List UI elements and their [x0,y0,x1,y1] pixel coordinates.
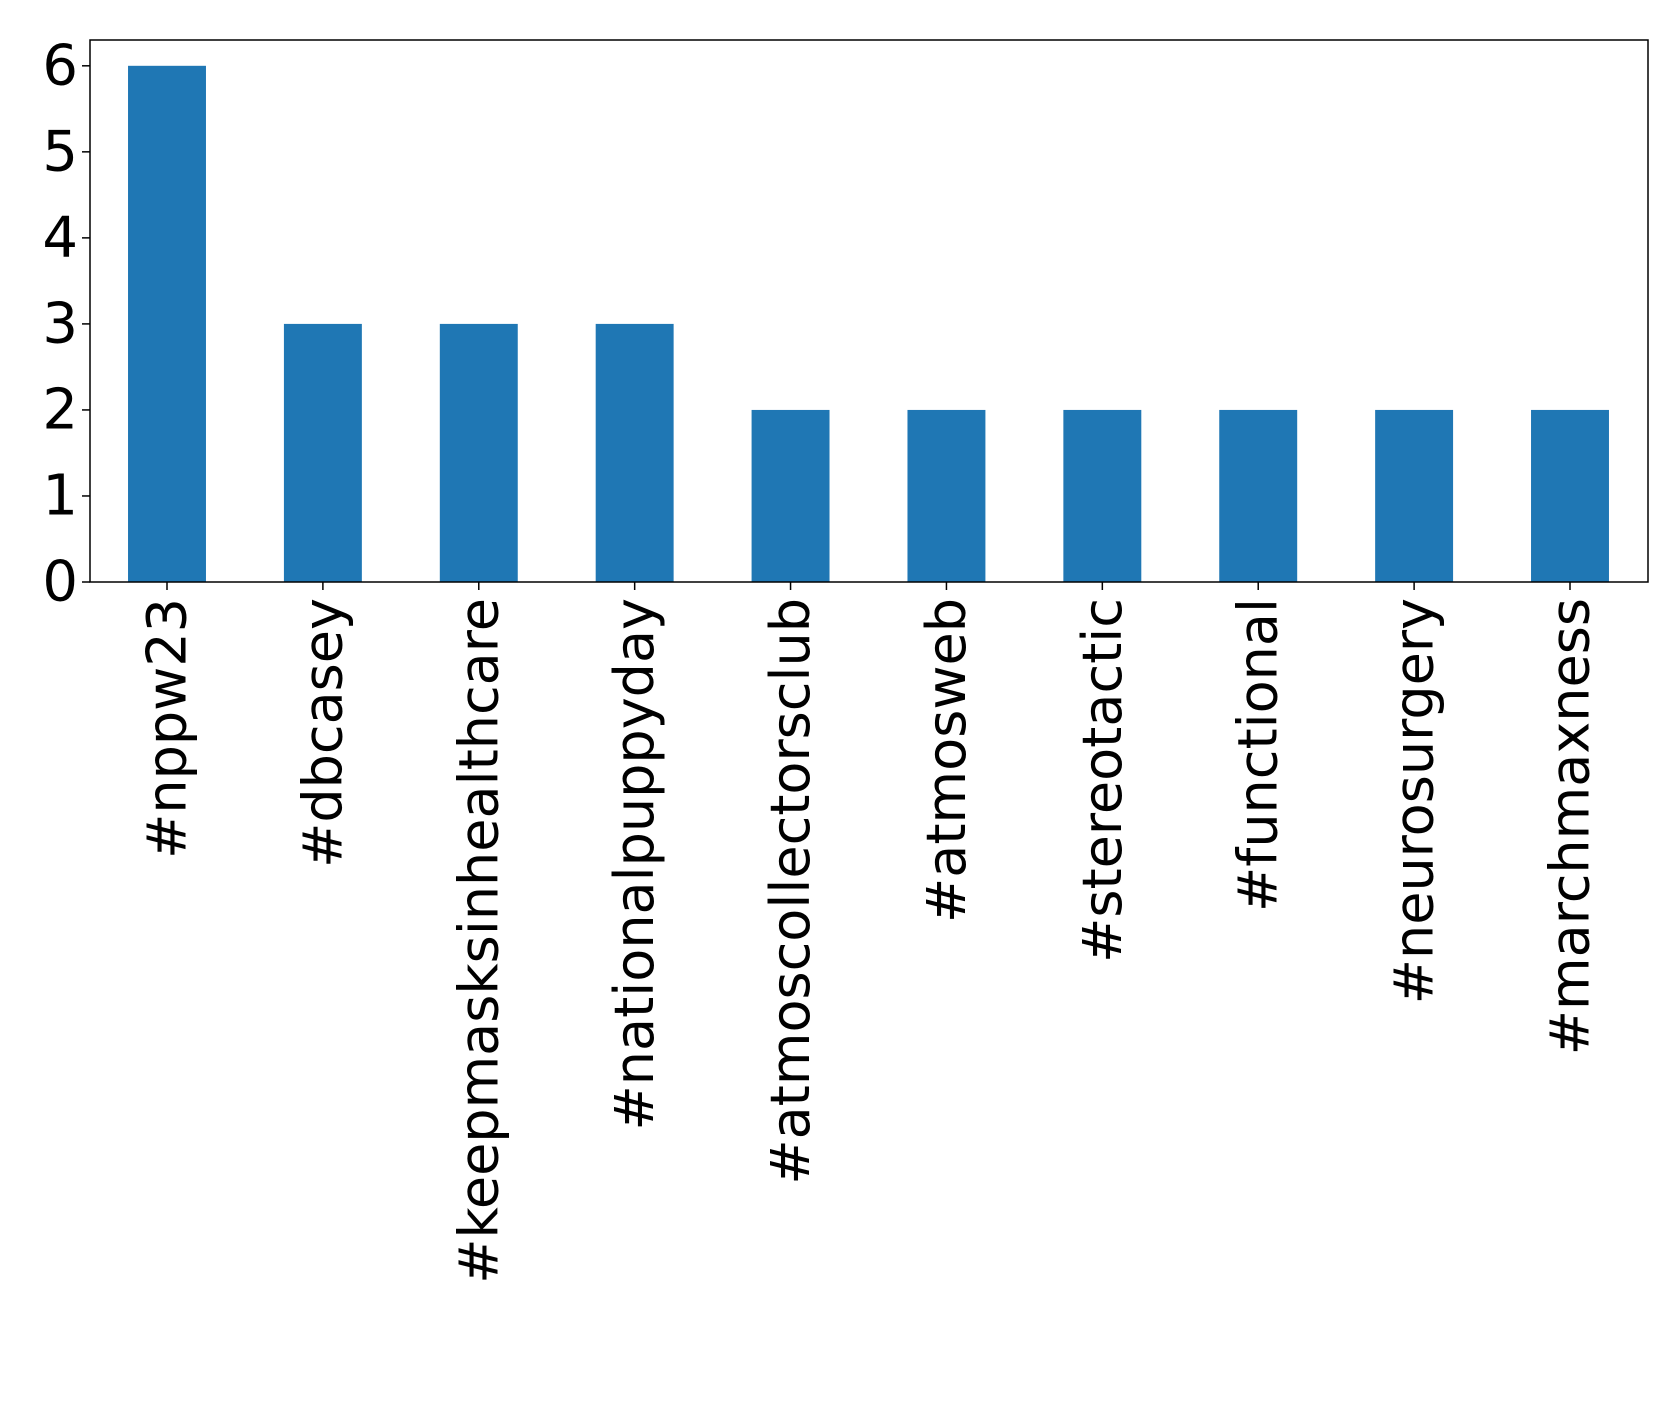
y-tick-label: 0 [42,550,78,615]
bar-1 [283,323,362,582]
x-tick-label: #nationalpuppyday [603,598,666,1130]
y-tick-label: 3 [42,291,78,356]
bar-7 [1219,409,1298,582]
x-tick-label: #atmoscollectorsclub [759,598,822,1185]
x-tick-label: #keepmasksinhealthcare [447,598,510,1284]
bar-6 [1063,409,1142,582]
bar-9 [1531,409,1609,582]
x-axis: #nppw23 #dbcasey #keepmasksinhealthcare #na… [136,582,1602,1284]
x-tick-label: #marchmaxness [1539,598,1602,1055]
y-tick-label: 2 [42,377,78,442]
x-tick-label: #atmosweb [915,598,978,923]
bar-0 [128,65,206,582]
plot-frame [89,39,1649,583]
x-tick-label: #functional [1227,598,1290,912]
y-tick-label: 4 [42,205,78,270]
bar-3 [595,323,674,582]
bars-group [128,65,1609,582]
y-tick-label: 1 [42,463,78,528]
bar-5 [907,409,986,582]
bar-8 [1375,409,1454,582]
y-tick-label: 6 [42,33,78,98]
bar-2 [439,323,518,582]
x-tick-label: #stereotactic [1071,598,1134,963]
x-tick-label: #nppw23 [136,598,199,859]
y-axis: 0 1 2 3 4 5 6 [42,33,90,615]
x-tick-label: #neurosurgery [1383,598,1446,1004]
bar-4 [751,409,830,582]
y-tick-label: 5 [42,119,78,184]
x-tick-label: #dbcasey [291,598,354,868]
